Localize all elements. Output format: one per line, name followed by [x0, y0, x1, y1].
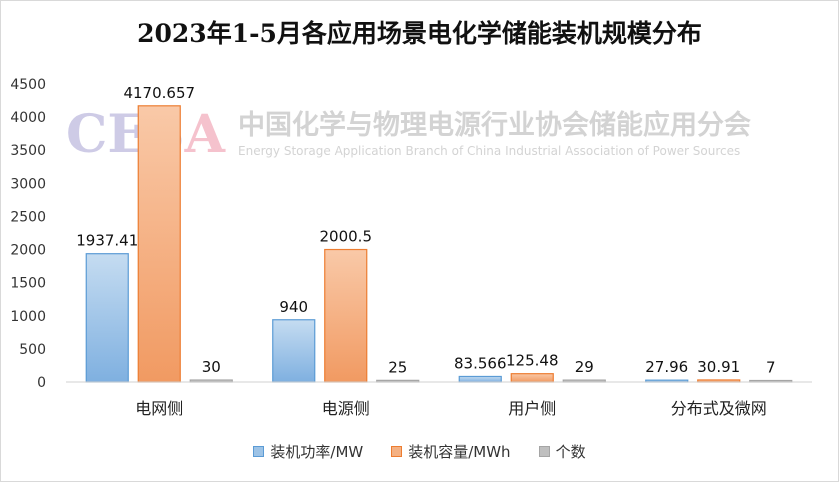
y-tick-label: 4000 — [10, 110, 46, 126]
x-axis: 电网侧 电源侧 用户侧 分布式及微网 — [135, 399, 767, 418]
data-label-count: 30 — [202, 358, 221, 376]
legend-label-capacity: 装机容量/MWh — [408, 443, 511, 461]
y-tick-label: 3000 — [10, 176, 46, 192]
legend-swatch-count — [538, 446, 550, 457]
bar-power — [85, 253, 129, 383]
x-category-label: 用户侧 — [508, 399, 556, 418]
watermark-en: Energy Storage Application Branch of Chi… — [238, 144, 740, 158]
x-category-label: 电源侧 — [322, 399, 370, 418]
data-label-capacity: 4170.657 — [123, 84, 195, 102]
bar-power — [272, 319, 316, 383]
x-category-label: 电网侧 — [135, 399, 183, 418]
data-label-capacity: 30.91 — [697, 358, 740, 376]
y-tick-label: 0 — [37, 375, 46, 391]
y-tick-label: 2500 — [10, 209, 46, 225]
y-tick-label: 4500 — [10, 77, 46, 93]
legend-label-power: 装机功率/MW — [270, 443, 364, 461]
data-label-power: 1937.41 — [76, 232, 138, 250]
legend-item-capacity: 装机容量/MWh — [391, 441, 511, 462]
bar-capacity — [324, 248, 368, 383]
legend-swatch-capacity — [391, 446, 403, 457]
y-tick-label: 500 — [19, 342, 46, 358]
legend: 装机功率/MW 装机容量/MWh 个数 — [0, 441, 839, 462]
y-tick-label: 1000 — [10, 309, 46, 325]
watermark-cn: 中国化学与物理电源行业协会储能应用分会 — [238, 109, 751, 141]
y-axis: 0 500 1000 1500 2000 2500 3000 3500 4000 4500 — [10, 77, 46, 391]
data-label-power: 940 — [279, 298, 308, 316]
data-label-count: 25 — [388, 358, 407, 376]
legend-item-count: 个数 — [538, 441, 586, 462]
data-label-count: 29 — [575, 358, 594, 376]
bars — [85, 105, 793, 383]
legend-swatch-power — [253, 446, 265, 457]
legend-label-count: 个数 — [555, 443, 586, 461]
y-tick-label: 1500 — [10, 276, 46, 292]
bar-capacity — [510, 373, 554, 383]
chart-title: 2023年1-5月各应用场景电化学储能装机规模分布 — [137, 19, 702, 48]
data-label-power: 83.566 — [454, 354, 507, 372]
data-labels: 1937.41 4170.657 30 940 2000.5 25 83.566 125.48… — [76, 84, 775, 377]
y-tick-label: 2000 — [10, 243, 46, 259]
data-label-capacity: 125.48 — [506, 352, 559, 370]
legend-item-power: 装机功率/MW — [253, 441, 363, 462]
x-category-label: 分布式及微网 — [671, 399, 767, 418]
bar-capacity — [137, 105, 181, 383]
data-label-power: 27.96 — [645, 358, 688, 376]
y-tick-label: 3500 — [10, 143, 46, 159]
data-label-count: 7 — [766, 359, 776, 377]
bar-power — [458, 375, 502, 383]
data-label-capacity: 2000.5 — [320, 228, 373, 246]
